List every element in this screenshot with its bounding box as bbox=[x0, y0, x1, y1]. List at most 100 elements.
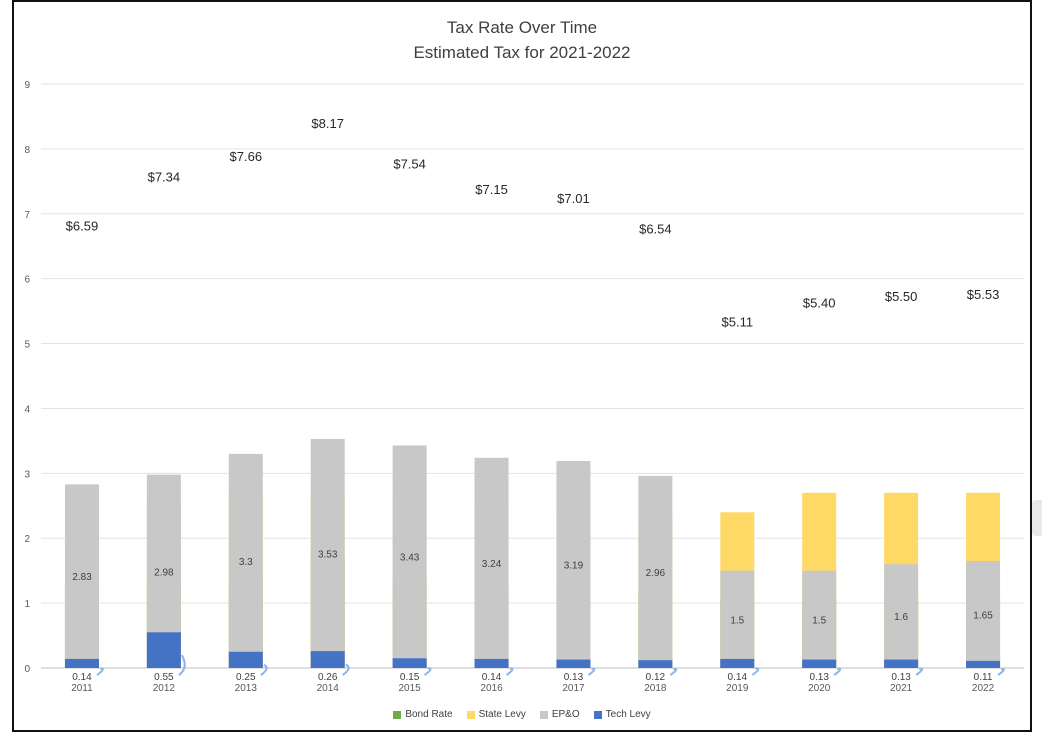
data-label: 3.19 bbox=[564, 561, 584, 572]
y-tick-label: 1 bbox=[24, 599, 30, 610]
bar-segment bbox=[310, 438, 345, 668]
data-label: 0.13 bbox=[891, 672, 911, 683]
data-label: 0.25 bbox=[236, 672, 256, 683]
data-label: 3.3 bbox=[239, 557, 253, 568]
x-tick-label: 2019 bbox=[726, 683, 749, 694]
legend-item: State Levy bbox=[466, 709, 526, 720]
data-label: 1.5 bbox=[730, 615, 744, 626]
x-tick-label: 2020 bbox=[808, 683, 831, 694]
total-label: $7.54 bbox=[393, 157, 426, 172]
label-leader-line bbox=[96, 667, 104, 676]
bar-segment bbox=[802, 570, 837, 668]
data-label: 1.65 bbox=[973, 610, 993, 621]
x-tick-label: 2015 bbox=[399, 683, 422, 694]
data-label: 2.96 bbox=[646, 568, 666, 579]
bar-segment bbox=[392, 445, 427, 668]
bar-segment bbox=[638, 475, 673, 668]
y-tick-label: 0 bbox=[24, 664, 30, 675]
y-tick-label: 8 bbox=[24, 145, 30, 156]
x-tick-label: 2013 bbox=[235, 683, 258, 694]
label-leader-line bbox=[669, 667, 678, 676]
bar-segment bbox=[802, 659, 837, 668]
legend-swatch bbox=[393, 710, 402, 719]
legend-item: Tech Levy bbox=[593, 709, 651, 720]
data-label: 1.6 bbox=[894, 612, 908, 623]
legend-label: Tech Levy bbox=[605, 709, 651, 720]
scroll-tab bbox=[1032, 500, 1042, 536]
bar-segment bbox=[474, 457, 509, 668]
bar-segment bbox=[720, 570, 755, 668]
x-tick-label: 2018 bbox=[644, 683, 667, 694]
x-tick-label: 2022 bbox=[972, 683, 995, 694]
data-label: 1.5 bbox=[812, 615, 826, 626]
chart-title: Tax Rate Over Time bbox=[446, 18, 598, 37]
label-leader-line bbox=[178, 654, 186, 676]
data-label: 0.15 bbox=[400, 672, 420, 683]
label-leader-line bbox=[587, 667, 596, 676]
bar-segment bbox=[966, 560, 1001, 668]
total-label: $7.66 bbox=[230, 149, 263, 164]
data-label: 3.43 bbox=[400, 553, 420, 564]
total-label: $7.15 bbox=[475, 182, 508, 197]
label-leader-line bbox=[833, 667, 842, 676]
bar-segment bbox=[966, 660, 1001, 668]
data-label: 3.53 bbox=[318, 549, 338, 560]
y-tick-label: 2 bbox=[24, 534, 30, 545]
bar-segment bbox=[474, 658, 509, 668]
y-tick-label: 3 bbox=[24, 469, 30, 480]
bar-segment bbox=[392, 658, 427, 668]
total-label: $5.53 bbox=[967, 287, 1000, 302]
bar-segment bbox=[228, 651, 263, 668]
chart-subtitle: Estimated Tax for 2021-2022 bbox=[413, 43, 631, 62]
legend-label: EP&O bbox=[551, 709, 580, 720]
data-label: 0.13 bbox=[809, 672, 829, 683]
bar-segment bbox=[884, 659, 919, 668]
data-label: 2.98 bbox=[154, 567, 174, 578]
data-label: 0.11 bbox=[974, 672, 993, 683]
legend-item: Bond Rate bbox=[393, 709, 453, 720]
legend-swatch bbox=[466, 710, 475, 719]
x-tick-label: 2012 bbox=[153, 683, 176, 694]
x-tick-label: 2016 bbox=[480, 683, 503, 694]
total-label: $6.54 bbox=[639, 222, 672, 237]
label-leader-line bbox=[997, 668, 1005, 676]
label-leader-line bbox=[424, 667, 432, 676]
bar-segment bbox=[310, 651, 345, 668]
data-label: 3.24 bbox=[482, 559, 502, 570]
bar-segment bbox=[146, 632, 181, 668]
data-label: 0.13 bbox=[564, 672, 584, 683]
legend-swatch bbox=[593, 710, 602, 719]
label-leader-line bbox=[342, 663, 350, 676]
y-tick-label: 4 bbox=[24, 404, 30, 415]
total-label: $5.11 bbox=[722, 314, 754, 329]
chart-legend: Bond Rate State Levy EP&O Tech Levy bbox=[0, 709, 1044, 720]
total-label: $7.34 bbox=[148, 170, 181, 185]
data-label: 2.83 bbox=[72, 572, 92, 583]
x-tick-label: 2014 bbox=[317, 683, 340, 694]
x-tick-label: 2021 bbox=[890, 683, 913, 694]
total-label: $7.01 bbox=[557, 191, 590, 206]
x-tick-label: 2011 bbox=[71, 683, 93, 694]
y-tick-label: 9 bbox=[24, 80, 30, 91]
x-tick-label: 2017 bbox=[562, 683, 585, 694]
bar-segment bbox=[228, 453, 263, 668]
bar-segment bbox=[556, 659, 591, 668]
data-label: 0.14 bbox=[482, 672, 502, 683]
bar-segment bbox=[64, 484, 99, 668]
label-leader-line bbox=[260, 663, 268, 676]
data-label: 0.12 bbox=[646, 672, 666, 683]
total-label: $8.17 bbox=[311, 116, 344, 131]
bar-segment bbox=[720, 658, 755, 668]
data-label: 0.14 bbox=[72, 672, 92, 683]
total-label: $5.50 bbox=[885, 289, 918, 304]
total-label: $6.59 bbox=[66, 218, 99, 233]
total-label: $5.40 bbox=[803, 296, 836, 311]
bar-segment bbox=[64, 658, 99, 668]
bar-segment bbox=[556, 461, 591, 668]
legend-swatch bbox=[539, 710, 548, 719]
label-leader-line bbox=[751, 667, 760, 676]
data-label: 0.55 bbox=[154, 672, 174, 683]
y-tick-label: 6 bbox=[24, 275, 30, 286]
y-tick-label: 5 bbox=[24, 340, 30, 351]
